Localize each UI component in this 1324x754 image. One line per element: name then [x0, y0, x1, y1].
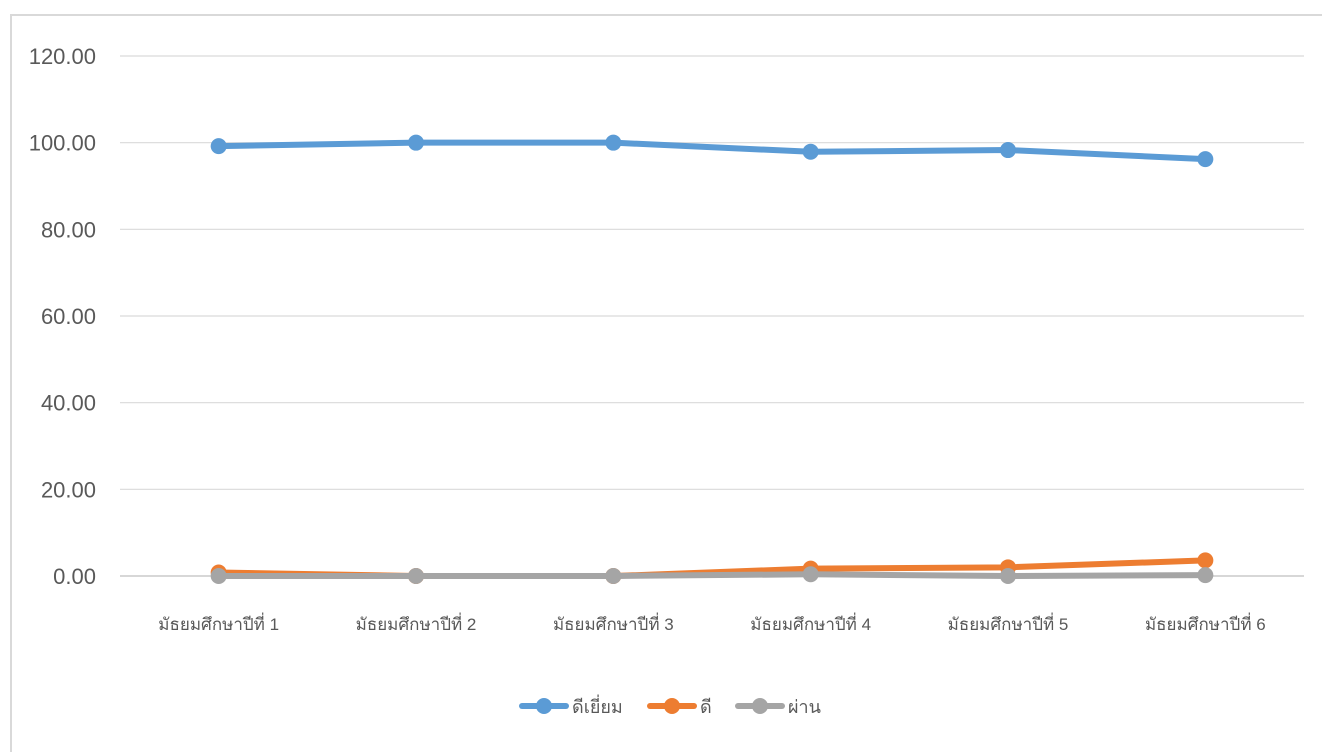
- data-point: [1000, 142, 1016, 159]
- data-point: [1197, 151, 1214, 168]
- data-point: [408, 134, 424, 151]
- data-point: [1197, 567, 1214, 584]
- data-point: [210, 568, 227, 584]
- y-tick-label: 100.00: [29, 131, 96, 156]
- data-point: [210, 138, 227, 155]
- y-tick-label: 0.00: [53, 564, 96, 589]
- x-tick-label: มัธยมศึกษาปีที่ 6: [1145, 612, 1266, 634]
- series-line: [215, 571, 1209, 579]
- legend-marker: [536, 698, 552, 714]
- x-tick-label: มัธยมศึกษาปีที่ 4: [750, 612, 871, 634]
- x-tick-label: มัธยมศึกษาปีที่ 5: [948, 612, 1069, 634]
- x-axis-ticks: มัธยมศึกษาปีที่ 1 มัธยมศึกษาปีที่ 2 มัธยมศ…: [158, 612, 1265, 634]
- series-line: [215, 139, 1209, 163]
- data-point: [408, 568, 424, 584]
- y-tick-label: 40.00: [41, 391, 96, 416]
- gridlines: [120, 55, 1304, 577]
- chart-frame: [10, 14, 1322, 752]
- legend-marker: [664, 698, 680, 714]
- data-point: [605, 568, 622, 584]
- x-tick-label: มัธยมศึกษาปีที่ 2: [356, 612, 477, 634]
- legend-label: ดีเยี่ยม: [572, 694, 623, 717]
- data-point: [802, 566, 819, 583]
- x-tick-label: มัธยมศึกษาปีที่ 1: [158, 612, 279, 634]
- series-1: [210, 134, 1214, 168]
- series-3: [210, 566, 1214, 584]
- y-tick-label: 60.00: [41, 304, 96, 329]
- legend-item: ดีเยี่ยม: [519, 694, 623, 717]
- legend-marker: [752, 698, 768, 714]
- y-axis-ticks: 0.00 20.00 40.00 60.00 80.00 100.00 120.00: [29, 44, 96, 589]
- legend-item: ดี: [647, 697, 712, 717]
- data-point: [1000, 568, 1016, 584]
- legend-label: ดี: [700, 697, 712, 717]
- x-tick-label: มัธยมศึกษาปีที่ 3: [553, 612, 674, 634]
- y-tick-label: 20.00: [41, 477, 96, 502]
- series-lines: [210, 134, 1214, 584]
- y-tick-label: 80.00: [41, 217, 96, 242]
- legend-label: ผ่าน: [788, 697, 821, 717]
- y-tick-label: 120.00: [29, 44, 96, 69]
- data-point: [802, 143, 819, 160]
- legend-item: ผ่าน: [735, 697, 821, 717]
- data-point: [1197, 552, 1214, 569]
- series-2: [210, 552, 1214, 584]
- legend: ดีเยี่ยม ดี ผ่าน: [519, 694, 821, 717]
- data-point: [605, 134, 622, 151]
